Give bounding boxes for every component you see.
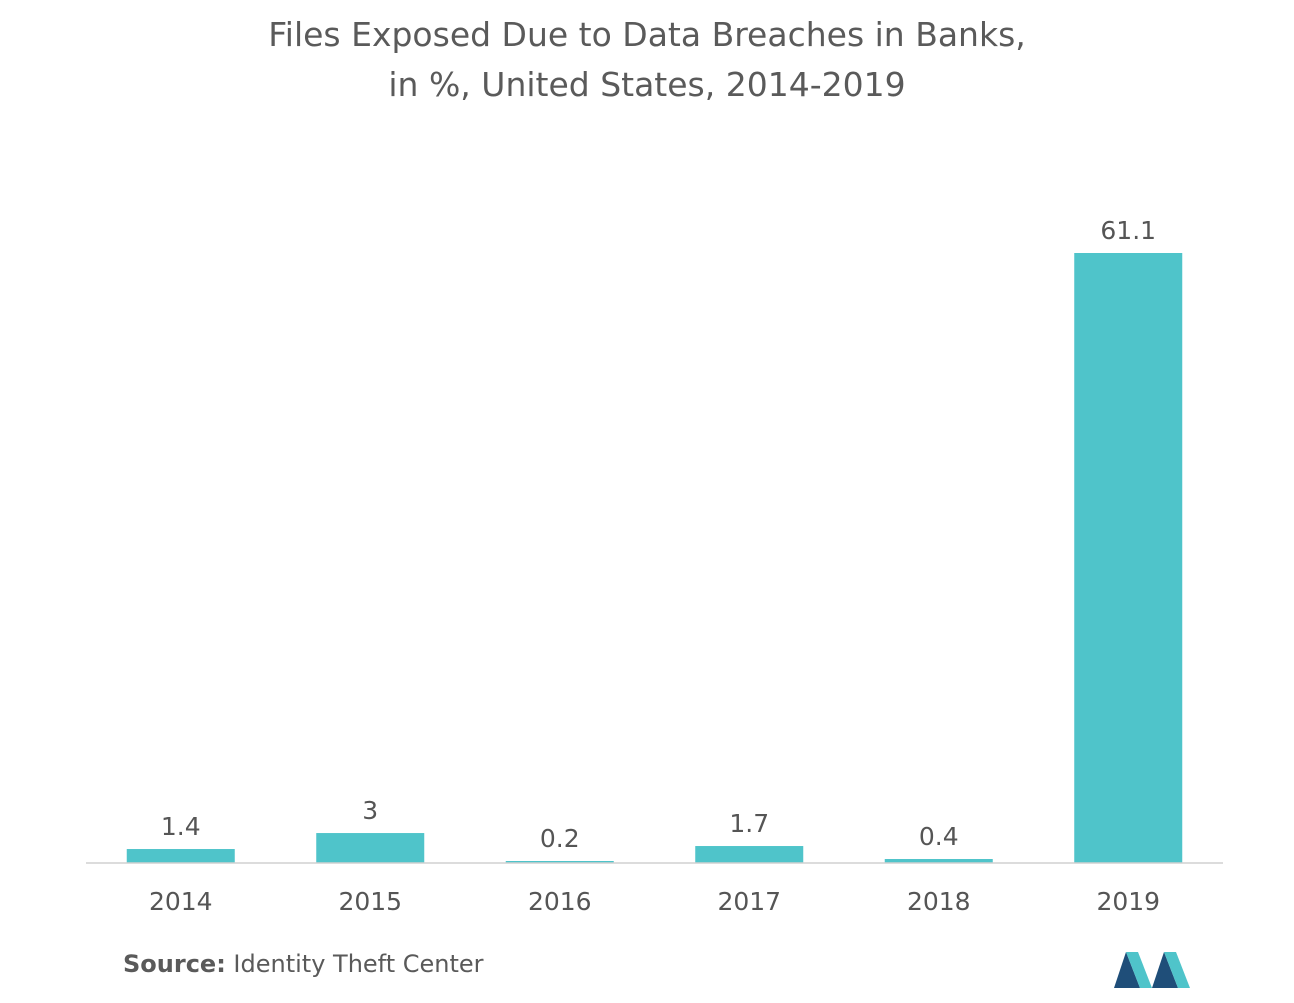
chart-title: Files Exposed Due to Data Breaches in Ba… bbox=[0, 10, 1294, 110]
logo-shape-1 bbox=[1114, 952, 1140, 988]
x-tick-label-2018: 2018 bbox=[907, 887, 971, 916]
bar-2016 bbox=[505, 861, 614, 863]
value-label-2015: 3 bbox=[362, 796, 378, 825]
bar-2018 bbox=[884, 859, 993, 863]
logo-shape-4 bbox=[1164, 952, 1190, 988]
bar-2015 bbox=[316, 833, 425, 863]
value-label-2016: 0.2 bbox=[540, 824, 580, 853]
x-tick-label-2017: 2017 bbox=[717, 887, 781, 916]
x-tick-labels-group: 2014 2015 2016 2017 2018 2019 bbox=[149, 887, 1160, 916]
chart-title-line-1: Files Exposed Due to Data Breaches in Ba… bbox=[268, 15, 1026, 54]
brand-logo-icon bbox=[1114, 952, 1190, 988]
bars-group bbox=[126, 253, 1183, 863]
bar-2014 bbox=[126, 849, 235, 863]
logo-shape-3 bbox=[1152, 952, 1178, 988]
value-label-2014: 1.4 bbox=[161, 812, 201, 841]
x-tick-label-2014: 2014 bbox=[149, 887, 213, 916]
value-label-2018: 0.4 bbox=[919, 822, 959, 851]
source-text: Identity Theft Center bbox=[225, 950, 484, 978]
source-label: Source: bbox=[123, 950, 226, 978]
x-tick-label-2016: 2016 bbox=[528, 887, 592, 916]
logo-shape-2 bbox=[1126, 952, 1152, 988]
x-tick-label-2019: 2019 bbox=[1096, 887, 1160, 916]
value-label-2017: 1.7 bbox=[729, 809, 769, 838]
bar-2017 bbox=[695, 846, 804, 863]
value-label-2019: 61.1 bbox=[1100, 216, 1156, 245]
source-note: Source: Identity Theft Center bbox=[123, 950, 484, 978]
bar-2019 bbox=[1074, 253, 1183, 863]
bar-chart: 1.430.21.7 0.461.1 2014 2015 2016 2017 2018 20… bbox=[86, 216, 1223, 916]
x-tick-label-2015: 2015 bbox=[338, 887, 402, 916]
chart-title-line-2: in %, United States, 2014-2019 bbox=[388, 65, 906, 104]
value-labels-group: 1.4 3 0.2 1.7 0.4 61.1 bbox=[161, 216, 1156, 853]
